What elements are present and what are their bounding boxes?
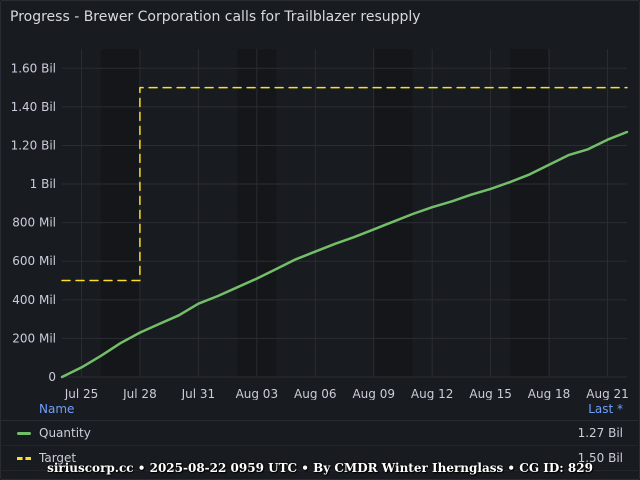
dashed-line-swatch-icon [17,457,31,460]
x-tick-label: Jul 31 [181,387,216,400]
y-tick-label: 1.40 Bil [11,100,56,114]
legend-label: Quantity [39,426,91,440]
y-tick-label: 1.60 Bil [11,61,56,75]
legend-value: 1.50 Bil [577,451,623,465]
legend-header: Name Last * [0,398,638,421]
solid-line-swatch-icon [17,432,31,435]
legend-table: Name Last * Quantity 1.27 Bil Target 1.5… [0,398,638,471]
footer-credit: siriuscorp.cc • 2025-08-22 0959 UTC • By… [47,461,593,475]
legend-last-header[interactable]: Last * [588,402,623,416]
legend-row-quantity[interactable]: Quantity 1.27 Bil [0,421,638,446]
legend-value: 1.27 Bil [577,426,623,440]
time-band [100,49,140,377]
series-line-target [61,86,628,282]
line-chart: 0 200 Mil 400 Mil 600 Mil 800 Mil 1 Bil 1.20 B… [11,49,629,400]
series-line-quantity [60,130,629,379]
x-tick-label: Aug 21 [586,387,629,400]
x-tick-label: Jul 28 [122,387,157,400]
panel-title: Progress - Brewer Corporation calls for … [10,9,421,25]
x-tick-label: Aug 12 [411,387,454,400]
y-tick-label: 400 Mil [12,293,56,307]
legend-row-target[interactable]: Target 1.50 Bil [0,446,638,471]
legend-label: Target [39,451,77,465]
x-tick-label: Aug 06 [294,387,337,400]
x-tick-label: Jul 25 [64,387,99,400]
y-tick-label: 800 Mil [12,216,56,230]
x-tick-label: Aug 03 [236,387,279,400]
x-tick-label: Aug 18 [528,387,571,400]
y-tick-label: 200 Mil [12,331,56,345]
y-tick-label: 600 Mil [12,254,56,268]
x-tick-label: Aug 09 [352,387,395,400]
y-tick-label: 1.20 Bil [11,138,56,152]
y-tick-label: 1 Bil [30,177,56,191]
time-band [373,49,413,377]
time-band [510,49,550,377]
y-tick-label: 0 [48,370,56,384]
x-tick-label: Aug 15 [469,387,512,400]
legend-name-header[interactable]: Name [39,402,75,416]
